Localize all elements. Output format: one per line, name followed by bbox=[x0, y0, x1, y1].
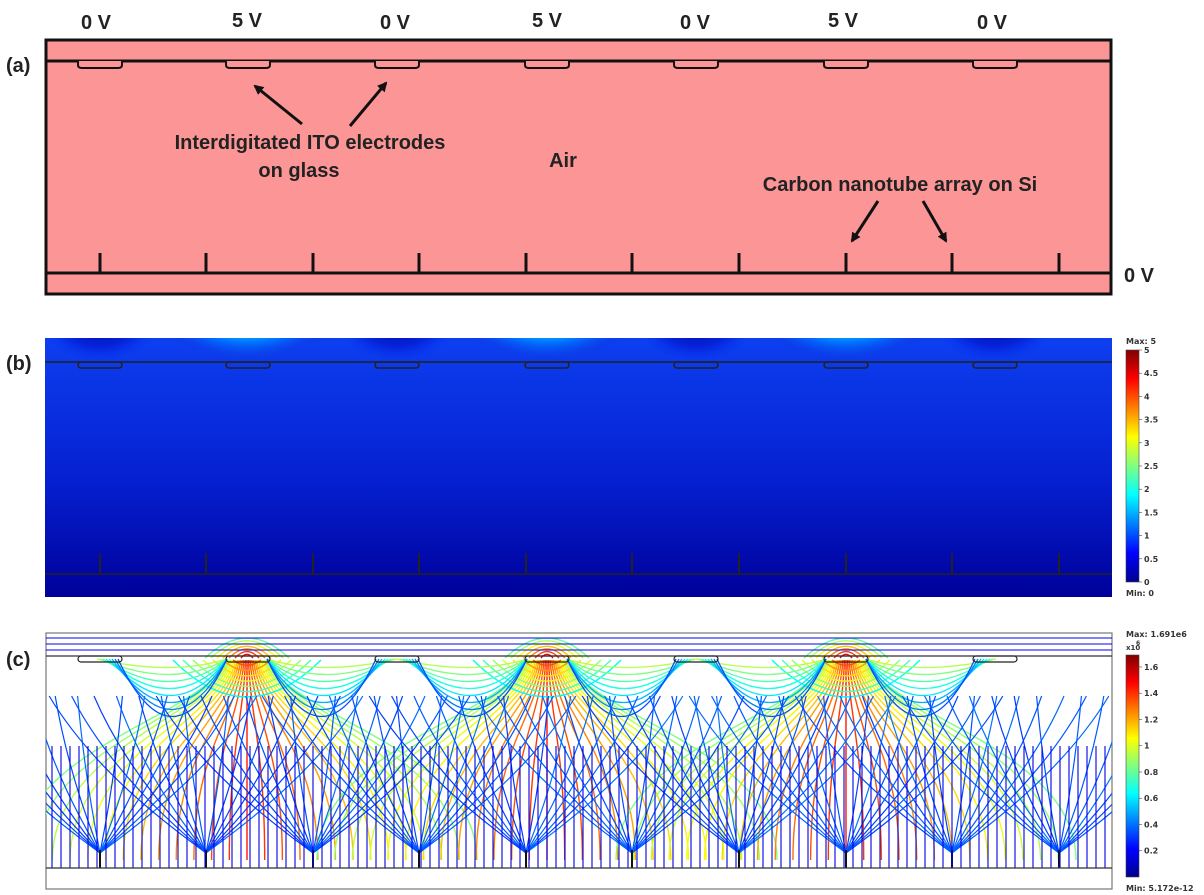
colorbar-b: Max: 5 5 4.5 4 3.5 3 2.5 2 1.5 1 0.5 0 Min: 0 bbox=[1126, 337, 1159, 598]
colorbar-c-tick-label: 1 bbox=[1144, 742, 1150, 751]
panel-b: (b) bbox=[6, 244, 1159, 598]
voltage-label-1: 0 V bbox=[81, 12, 112, 34]
colorbar-c-tick-label: 0.6 bbox=[1144, 794, 1159, 803]
colorbar-b-tick-label: 1.5 bbox=[1144, 508, 1159, 517]
ito-electrode-7 bbox=[973, 61, 1017, 68]
bottom-voltage-label: 0 V bbox=[1124, 265, 1155, 287]
panel-c-label: (c) bbox=[6, 649, 30, 671]
colorbar-b-tick-label: 3 bbox=[1144, 439, 1150, 448]
voltage-label-7: 0 V bbox=[977, 12, 1008, 34]
electrode-voltage-labels: 0 V 5 V 0 V 5 V 0 V 5 V 0 V bbox=[81, 10, 1008, 34]
colorbar-b-ticks: 5 4.5 4 3.5 3 2.5 2 1.5 1 0.5 0 bbox=[1139, 346, 1159, 587]
colorbar-b-tick-label: 2.5 bbox=[1144, 462, 1159, 471]
colorbar-b-tick-label: 4 bbox=[1144, 392, 1150, 401]
ito-electrode-3 bbox=[375, 61, 419, 68]
colorbar-c-tick-label: 1.2 bbox=[1144, 715, 1158, 724]
electrodes-annotation-line2: on glass bbox=[258, 160, 339, 182]
ito-electrode-2 bbox=[226, 61, 270, 68]
panel-b-label: (b) bbox=[6, 353, 32, 375]
potential-map bbox=[40, 244, 1112, 597]
voltage-label-3: 0 V bbox=[380, 12, 411, 34]
nanotube-annotation: Carbon nanotube array on Si bbox=[763, 174, 1037, 196]
colorbar-c-tick-label: 1.6 bbox=[1144, 663, 1159, 672]
voltage-label-4: 5 V bbox=[532, 10, 563, 32]
voltage-label-5: 0 V bbox=[680, 12, 711, 34]
colorbar-c-gradient bbox=[1126, 655, 1139, 877]
ito-electrode-4 bbox=[525, 61, 569, 68]
colorbar-b-max: Max: 5 bbox=[1126, 337, 1157, 346]
voltage-label-2: 5 V bbox=[232, 10, 263, 32]
colorbar-c-tick-label: 0.2 bbox=[1144, 847, 1158, 856]
colorbar-c-tick-label: 0.8 bbox=[1144, 768, 1159, 777]
electrodes-annotation-line1: Interdigitated ITO electrodes bbox=[175, 132, 446, 154]
colorbar-b-tick-label: 3.5 bbox=[1144, 416, 1159, 425]
colorbar-c-tick-label: 0.4 bbox=[1144, 820, 1159, 829]
colorbar-b-tick-label: 0.5 bbox=[1144, 555, 1159, 564]
colorbar-c-exponent-power: 6 bbox=[1136, 640, 1140, 647]
colorbar-c-tick-label: 1.4 bbox=[1144, 689, 1159, 698]
colorbar-b-tick-label: 2 bbox=[1144, 485, 1150, 494]
panel-a: (a) 0 V 5 V 0 V 5 V 0 V 5 V 0 V bbox=[6, 10, 1155, 294]
ito-electrode-1 bbox=[78, 61, 122, 68]
colorbar-b-tick-label: 5 bbox=[1144, 346, 1150, 355]
colorbar-b-tick-label: 1 bbox=[1144, 532, 1150, 541]
panel-c: (c) Max: 1.691e6 x10 6 1.6 1.4 1.2 1 0.8 0.6 0… bbox=[0, 630, 1204, 893]
colorbar-b-tick-label: 4.5 bbox=[1144, 369, 1159, 378]
colorbar-b-gradient bbox=[1126, 350, 1139, 582]
voltage-label-6: 5 V bbox=[828, 10, 859, 32]
colorbar-c-min: Min: 5.172e-12 bbox=[1126, 884, 1194, 893]
colorbar-c: Max: 1.691e6 x10 6 1.6 1.4 1.2 1 0.8 0.6 0.4 0.… bbox=[1126, 630, 1194, 893]
ito-electrode-6 bbox=[824, 61, 868, 68]
panel-a-label: (a) bbox=[6, 55, 30, 77]
colorbar-b-tick-label: 0 bbox=[1144, 578, 1150, 587]
ito-electrode-5 bbox=[674, 61, 718, 68]
colorbar-c-ticks: 1.6 1.4 1.2 1 0.8 0.6 0.4 0.2 bbox=[1139, 663, 1159, 856]
air-annotation: Air bbox=[549, 150, 577, 172]
colorbar-c-max: Max: 1.691e6 bbox=[1126, 630, 1187, 639]
colorbar-b-min: Min: 0 bbox=[1126, 589, 1154, 598]
